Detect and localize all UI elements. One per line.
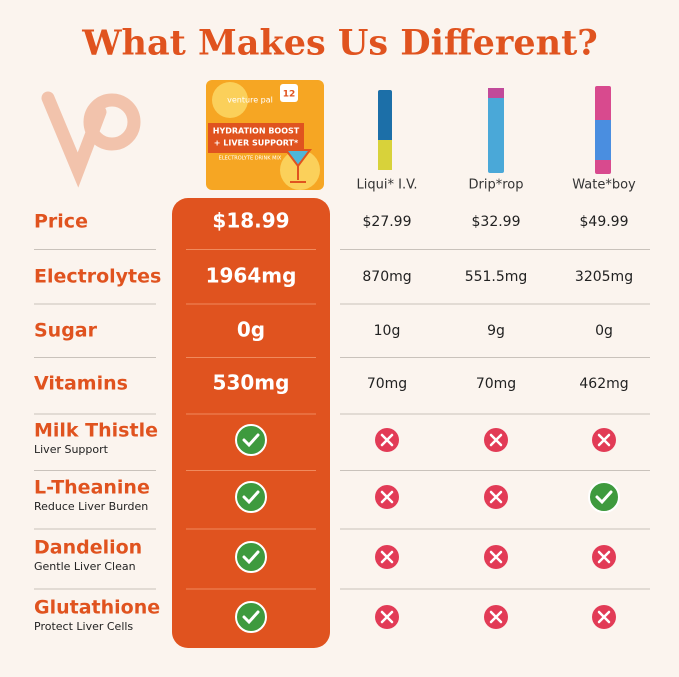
row-label: Price — [34, 211, 88, 233]
competitor-value: 3205mg — [575, 269, 633, 285]
cross-mark — [380, 550, 394, 564]
cross-icon — [592, 428, 616, 452]
cross-mark — [597, 610, 611, 624]
competitor-value: $32.99 — [472, 214, 521, 230]
pouch-line: ELECTROLYTE DRINK MIX — [219, 156, 282, 162]
our-value: 1964mg — [206, 264, 297, 288]
row-label: Vitamins — [34, 373, 128, 395]
our-column — [172, 198, 330, 648]
competitor-value: 9g — [487, 323, 505, 339]
our-value: $18.99 — [212, 209, 289, 233]
pouch-line: + LIVER SUPPORT* — [214, 139, 299, 148]
pouch-brand: venture pal — [227, 96, 273, 105]
cross-icon — [375, 428, 399, 452]
icon-circle — [235, 601, 267, 633]
cross-mark — [489, 490, 503, 504]
competitor-sticks — [378, 86, 611, 174]
icon-circle — [235, 481, 267, 513]
cross-mark — [489, 433, 503, 447]
cross-icon — [592, 605, 616, 629]
row-sublabel: Reduce Liver Burden — [34, 500, 148, 513]
row-label: Electrolytes — [34, 266, 161, 288]
our-value: 530mg — [213, 371, 290, 395]
row-label: Glutathione — [34, 597, 160, 619]
check-mark — [242, 433, 260, 448]
our-value: 0g — [237, 318, 265, 342]
cross-mark — [380, 433, 394, 447]
competitor-value: 70mg — [476, 376, 516, 392]
competitor-value: 10g — [374, 323, 401, 339]
check-mark — [242, 490, 260, 505]
competitor-value: 870mg — [362, 269, 411, 285]
competitor-value: 462mg — [579, 376, 628, 392]
cross-mark — [489, 550, 503, 564]
check-icon — [588, 481, 620, 513]
competitor-name: Liqui* I.V. — [357, 178, 418, 193]
cross-icon — [484, 545, 508, 569]
cross-icon — [375, 485, 399, 509]
icon-circle — [588, 481, 620, 513]
check-mark — [242, 550, 260, 565]
product-pouch: 12 venture pal HYDRATION BOOST + LIVER S… — [206, 80, 324, 190]
pouch-line: HYDRATION BOOST — [213, 127, 300, 136]
cross-mark — [597, 550, 611, 564]
competitor-value: $27.99 — [363, 214, 412, 230]
check-icon — [235, 601, 267, 633]
check-icon — [235, 541, 267, 573]
row-sublabel: Protect Liver Cells — [34, 620, 133, 633]
competitor-value: $49.99 — [580, 214, 629, 230]
cross-icon — [592, 545, 616, 569]
row-label: Milk Thistle — [34, 420, 158, 442]
row-sublabel: Liver Support — [34, 443, 109, 456]
check-icon — [235, 481, 267, 513]
row-label: Dandelion — [34, 537, 142, 559]
competitor-value: 70mg — [367, 376, 407, 392]
competitor-value: 0g — [595, 323, 613, 339]
check-mark — [242, 610, 260, 625]
competitor-name: Drip*rop — [469, 178, 524, 193]
competitor-value: 551.5mg — [465, 269, 528, 285]
cross-icon — [375, 545, 399, 569]
icon-circle — [235, 424, 267, 456]
logo — [41, 91, 141, 188]
cross-mark — [597, 433, 611, 447]
competitor-name: Wate*boy — [572, 178, 636, 193]
pouch-count: 12 — [283, 90, 296, 100]
cross-mark — [380, 490, 394, 504]
check-mark — [595, 490, 613, 505]
cross-mark — [380, 610, 394, 624]
cross-icon — [484, 605, 508, 629]
cross-icon — [484, 485, 508, 509]
cross-icon — [375, 605, 399, 629]
row-label: L-Theanine — [34, 477, 150, 499]
check-icon — [235, 424, 267, 456]
cross-mark — [489, 610, 503, 624]
icon-circle — [235, 541, 267, 573]
row-sublabel: Gentle Liver Clean — [34, 560, 136, 573]
title: What Makes Us Different? — [81, 23, 598, 64]
row-label: Sugar — [34, 320, 98, 342]
cross-icon — [484, 428, 508, 452]
